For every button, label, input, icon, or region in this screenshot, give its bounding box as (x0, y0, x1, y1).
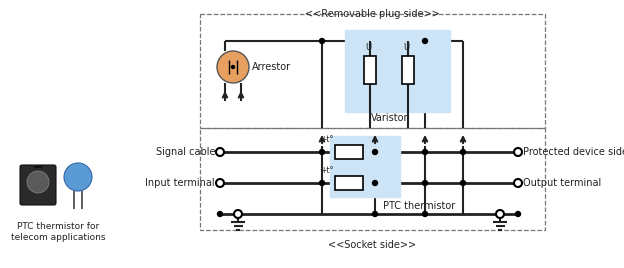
Text: Protected device side: Protected device side (523, 147, 624, 157)
Text: PTC thermistor for
telecom applications: PTC thermistor for telecom applications (11, 222, 105, 242)
Text: Output terminal: Output terminal (523, 178, 602, 188)
Circle shape (232, 65, 235, 69)
Bar (330, 136, 400, 166)
FancyBboxPatch shape (20, 165, 56, 205)
Circle shape (373, 211, 378, 217)
Circle shape (461, 181, 466, 185)
Bar (364, 56, 376, 84)
Circle shape (461, 150, 466, 154)
Text: <<Removable plug side>>: <<Removable plug side>> (305, 9, 439, 19)
Circle shape (514, 148, 522, 156)
Bar (345, 30, 450, 112)
Text: PTC thermistor: PTC thermistor (383, 201, 456, 211)
Circle shape (496, 210, 504, 218)
Text: Input terminal: Input terminal (145, 178, 215, 188)
Circle shape (27, 171, 49, 193)
Circle shape (373, 181, 378, 185)
Bar (334, 176, 363, 190)
Bar (402, 56, 414, 84)
Circle shape (234, 210, 242, 218)
Text: U: U (403, 43, 409, 52)
Circle shape (216, 179, 224, 187)
Text: U: U (365, 43, 371, 52)
Circle shape (218, 211, 223, 217)
Text: <<Socket side>>: <<Socket side>> (328, 240, 416, 250)
Bar (334, 145, 363, 159)
Bar (330, 167, 400, 197)
Circle shape (373, 150, 378, 154)
Circle shape (422, 150, 427, 154)
Circle shape (422, 181, 427, 185)
Circle shape (515, 211, 520, 217)
Circle shape (422, 39, 427, 43)
Circle shape (217, 51, 249, 83)
Text: Varistor: Varistor (371, 113, 409, 123)
Circle shape (319, 181, 324, 185)
Text: Arrestor: Arrestor (252, 62, 291, 72)
Circle shape (422, 211, 427, 217)
Circle shape (319, 39, 324, 43)
Circle shape (319, 150, 324, 154)
Text: +t°: +t° (320, 166, 333, 175)
Text: Signal cable: Signal cable (155, 147, 215, 157)
Text: +t°: +t° (320, 135, 333, 144)
Circle shape (514, 179, 522, 187)
Circle shape (216, 148, 224, 156)
Circle shape (64, 163, 92, 191)
